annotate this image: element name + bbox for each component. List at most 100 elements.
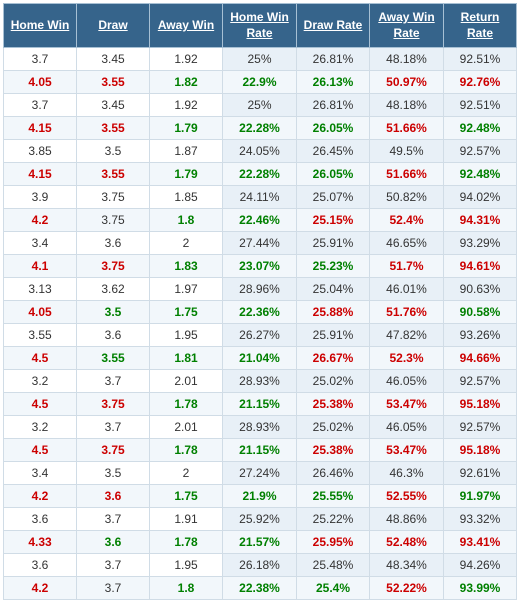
cell: 90.63%	[444, 278, 517, 301]
table-row: 3.133.621.9728.96%25.04%46.01%90.63%	[4, 278, 517, 301]
cell: 26.13%	[297, 71, 370, 94]
cell: 26.05%	[297, 117, 370, 140]
cell: 22.46%	[223, 209, 297, 232]
header-draw[interactable]: Draw	[77, 4, 150, 48]
header-home-win[interactable]: Home Win	[4, 4, 77, 48]
cell: 1.78	[150, 393, 223, 416]
cell: 25.38%	[297, 439, 370, 462]
cell: 51.66%	[370, 163, 444, 186]
cell: 25.48%	[297, 554, 370, 577]
cell: 22.9%	[223, 71, 297, 94]
cell: 92.57%	[444, 140, 517, 163]
header-return-rate[interactable]: Return Rate	[444, 4, 517, 48]
cell: 26.05%	[297, 163, 370, 186]
cell: 91.97%	[444, 485, 517, 508]
cell: 26.45%	[297, 140, 370, 163]
cell: 3.75	[77, 209, 150, 232]
header-home-win-rate[interactable]: Home Win Rate	[223, 4, 297, 48]
header-draw-rate[interactable]: Draw Rate	[297, 4, 370, 48]
cell: 26.27%	[223, 324, 297, 347]
header-away-win[interactable]: Away Win	[150, 4, 223, 48]
cell: 28.93%	[223, 416, 297, 439]
cell: 26.81%	[297, 94, 370, 117]
cell: 2.01	[150, 370, 223, 393]
cell: 3.85	[4, 140, 77, 163]
cell: 1.79	[150, 163, 223, 186]
cell: 26.67%	[297, 347, 370, 370]
cell: 53.47%	[370, 439, 444, 462]
cell: 92.51%	[444, 48, 517, 71]
cell: 1.97	[150, 278, 223, 301]
table-row: 4.53.551.8121.04%26.67%52.3%94.66%	[4, 347, 517, 370]
cell: 25.02%	[297, 370, 370, 393]
cell: 1.78	[150, 439, 223, 462]
cell: 51.7%	[370, 255, 444, 278]
table-row: 3.63.71.9526.18%25.48%48.34%94.26%	[4, 554, 517, 577]
cell: 25.22%	[297, 508, 370, 531]
table-row: 3.23.72.0128.93%25.02%46.05%92.57%	[4, 370, 517, 393]
cell: 4.05	[4, 301, 77, 324]
cell: 3.6	[77, 232, 150, 255]
table-row: 4.053.51.7522.36%25.88%51.76%90.58%	[4, 301, 517, 324]
cell: 3.55	[4, 324, 77, 347]
cell: 3.62	[77, 278, 150, 301]
cell: 47.82%	[370, 324, 444, 347]
cell: 95.18%	[444, 439, 517, 462]
table-row: 3.43.6227.44%25.91%46.65%93.29%	[4, 232, 517, 255]
cell: 4.1	[4, 255, 77, 278]
cell: 3.4	[4, 232, 77, 255]
cell: 46.65%	[370, 232, 444, 255]
cell: 1.81	[150, 347, 223, 370]
cell: 2	[150, 462, 223, 485]
table-row: 4.23.751.822.46%25.15%52.4%94.31%	[4, 209, 517, 232]
cell: 3.45	[77, 94, 150, 117]
cell: 52.3%	[370, 347, 444, 370]
header-away-win-rate[interactable]: Away Win Rate	[370, 4, 444, 48]
cell: 27.24%	[223, 462, 297, 485]
cell: 3.6	[77, 531, 150, 554]
cell: 22.28%	[223, 163, 297, 186]
cell: 23.07%	[223, 255, 297, 278]
cell: 4.2	[4, 485, 77, 508]
cell: 21.9%	[223, 485, 297, 508]
cell: 4.5	[4, 393, 77, 416]
cell: 52.55%	[370, 485, 444, 508]
cell: 4.05	[4, 71, 77, 94]
cell: 93.41%	[444, 531, 517, 554]
cell: 4.15	[4, 163, 77, 186]
cell: 25.38%	[297, 393, 370, 416]
cell: 3.6	[77, 485, 150, 508]
table-row: 4.153.551.7922.28%26.05%51.66%92.48%	[4, 117, 517, 140]
cell: 46.3%	[370, 462, 444, 485]
cell: 94.31%	[444, 209, 517, 232]
cell: 92.76%	[444, 71, 517, 94]
cell: 3.55	[77, 347, 150, 370]
table-row: 4.053.551.8222.9%26.13%50.97%92.76%	[4, 71, 517, 94]
cell: 25.88%	[297, 301, 370, 324]
cell: 3.5	[77, 140, 150, 163]
cell: 1.8	[150, 209, 223, 232]
cell: 4.2	[4, 209, 77, 232]
table-row: 4.153.551.7922.28%26.05%51.66%92.48%	[4, 163, 517, 186]
cell: 25%	[223, 94, 297, 117]
cell: 50.97%	[370, 71, 444, 94]
cell: 3.75	[77, 393, 150, 416]
table-row: 4.53.751.7821.15%25.38%53.47%95.18%	[4, 393, 517, 416]
cell: 25.4%	[297, 577, 370, 600]
cell: 22.28%	[223, 117, 297, 140]
cell: 1.78	[150, 531, 223, 554]
cell: 3.7	[77, 370, 150, 393]
cell: 46.05%	[370, 370, 444, 393]
cell: 92.57%	[444, 370, 517, 393]
cell: 1.87	[150, 140, 223, 163]
cell: 48.18%	[370, 48, 444, 71]
table-row: 3.73.451.9225%26.81%48.18%92.51%	[4, 48, 517, 71]
cell: 24.11%	[223, 186, 297, 209]
cell: 25.91%	[297, 232, 370, 255]
cell: 90.58%	[444, 301, 517, 324]
cell: 1.95	[150, 554, 223, 577]
cell: 25%	[223, 48, 297, 71]
table-row: 4.23.61.7521.9%25.55%52.55%91.97%	[4, 485, 517, 508]
cell: 21.57%	[223, 531, 297, 554]
cell: 3.45	[77, 48, 150, 71]
